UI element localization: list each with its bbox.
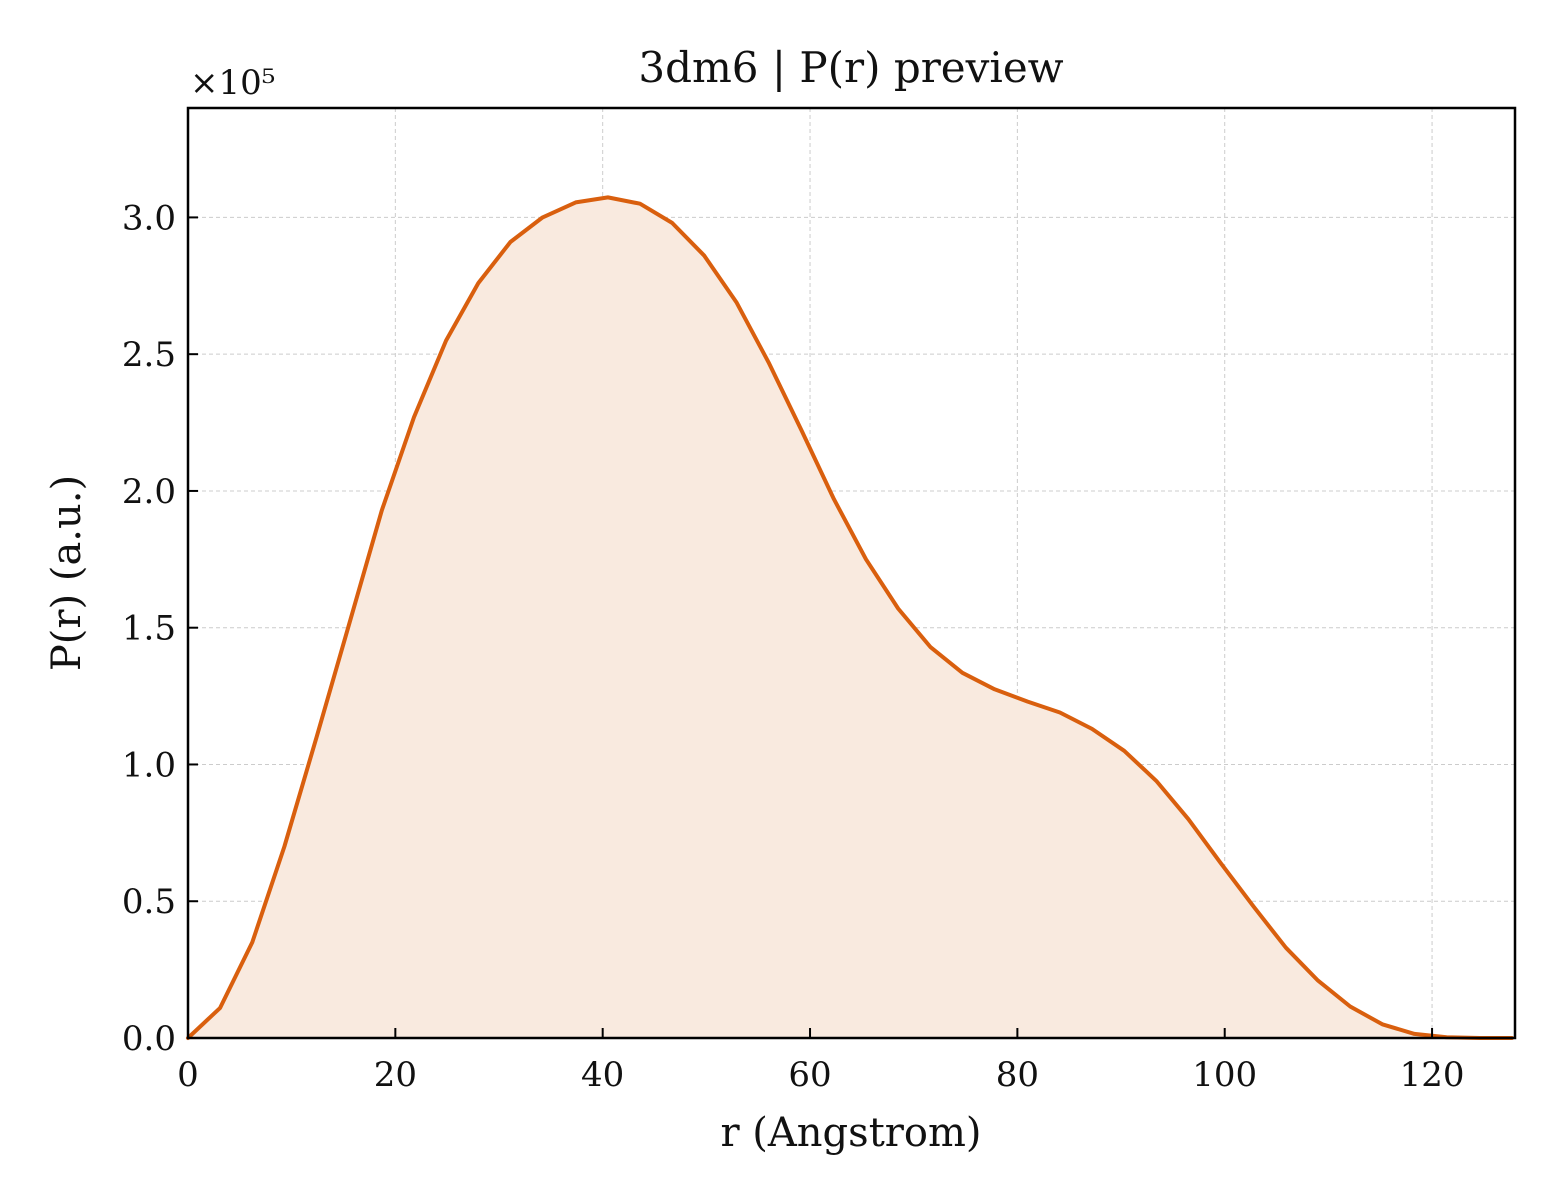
y-scale-label: ×10⁵ — [190, 63, 275, 103]
pr-area-fill — [188, 197, 1512, 1038]
y-axis-ticks: 0.0 0.5 1.0 1.5 2.0 2.5 3.0 — [122, 198, 198, 1059]
y-tick-label: 2.0 — [122, 472, 176, 512]
x-tick-label: 100 — [1192, 1055, 1257, 1095]
y-axis-label: P(r) (a.u.) — [44, 475, 90, 671]
y-tick-label: 1.0 — [122, 745, 176, 785]
x-axis-ticks: 0 20 40 60 80 100 120 — [177, 1028, 1465, 1095]
y-tick-label: 1.5 — [122, 609, 176, 649]
x-tick-label: 60 — [788, 1055, 831, 1095]
x-axis-label: r (Angstrom) — [720, 1110, 981, 1156]
chart-title: 3dm6 | P(r) preview — [638, 43, 1063, 92]
plot-frame — [186, 106, 1517, 1040]
pr-line — [186, 195, 1514, 1040]
y-tick-label: 0.0 — [122, 1019, 176, 1059]
x-tick-label: 40 — [581, 1055, 624, 1095]
x-tick-label: 20 — [374, 1055, 417, 1095]
x-tick-label: 80 — [996, 1055, 1039, 1095]
x-tick-label: 0 — [177, 1055, 199, 1095]
y-tick-label: 0.5 — [122, 882, 176, 922]
y-tick-label: 3.0 — [122, 198, 176, 238]
x-tick-label: 120 — [1400, 1055, 1465, 1095]
y-tick-label: 2.5 — [122, 335, 176, 375]
